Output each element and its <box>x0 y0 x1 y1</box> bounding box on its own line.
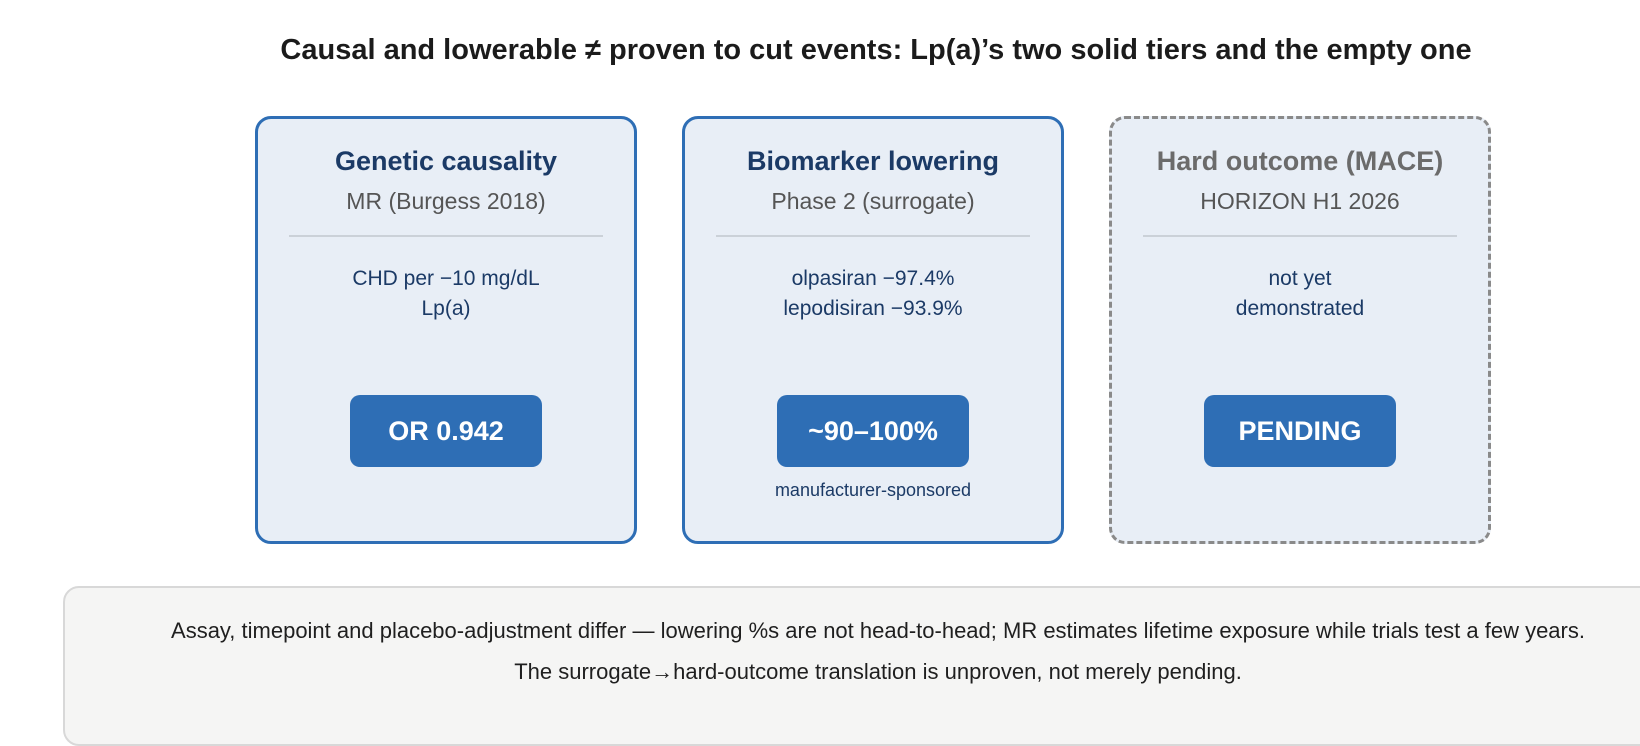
footnote-box: Assay, timepoint and placebo-adjustment … <box>63 586 1640 746</box>
tier-card-genetic-causality: Genetic causality MR (Burgess 2018) CHD … <box>255 116 637 544</box>
card-subtitle: Phase 2 (surrogate) <box>771 188 975 214</box>
page-title: Causal and lowerable ≠ proven to cut eve… <box>280 34 1472 66</box>
tier-card-hard-outcome: Hard outcome (MACE) HORIZON H1 2026 not … <box>1109 116 1491 544</box>
card-title: Hard outcome (MACE) <box>1156 146 1444 176</box>
card-badge: PENDING <box>1204 395 1396 467</box>
card-body: not yet demonstrated <box>1112 264 1488 324</box>
card-badge: OR 0.942 <box>350 395 542 467</box>
card-note: manufacturer-sponsored <box>774 480 972 500</box>
card-subtitle: MR (Burgess 2018) <box>346 188 546 214</box>
card-divider <box>289 235 603 237</box>
card-divider <box>716 235 1030 237</box>
card-body-line: lepodisiran −93.9% <box>783 297 963 320</box>
card-body-line: not yet <box>1268 267 1332 290</box>
card-body: CHD per −10 mg/dL Lp(a) <box>258 264 634 324</box>
card-divider <box>1143 235 1457 237</box>
footnote-line: The surrogate→hard-outcome translation i… <box>514 659 1242 684</box>
tier-card-biomarker-lowering: Biomarker lowering Phase 2 (surrogate) o… <box>682 116 1064 544</box>
card-title: Genetic causality <box>334 146 558 176</box>
card-subtitle: HORIZON H1 2026 <box>1200 188 1400 214</box>
card-badge: ~90–100% <box>777 395 969 467</box>
card-body-line: Lp(a) <box>421 297 471 320</box>
card-body-line: demonstrated <box>1235 297 1365 320</box>
card-body-line: olpasiran −97.4% <box>791 267 955 290</box>
footnote-line: Assay, timepoint and placebo-adjustment … <box>171 618 1585 643</box>
card-body-line: CHD per −10 mg/dL <box>352 267 540 290</box>
card-body: olpasiran −97.4% lepodisiran −93.9% <box>685 264 1061 324</box>
card-title: Biomarker lowering <box>746 146 1000 176</box>
